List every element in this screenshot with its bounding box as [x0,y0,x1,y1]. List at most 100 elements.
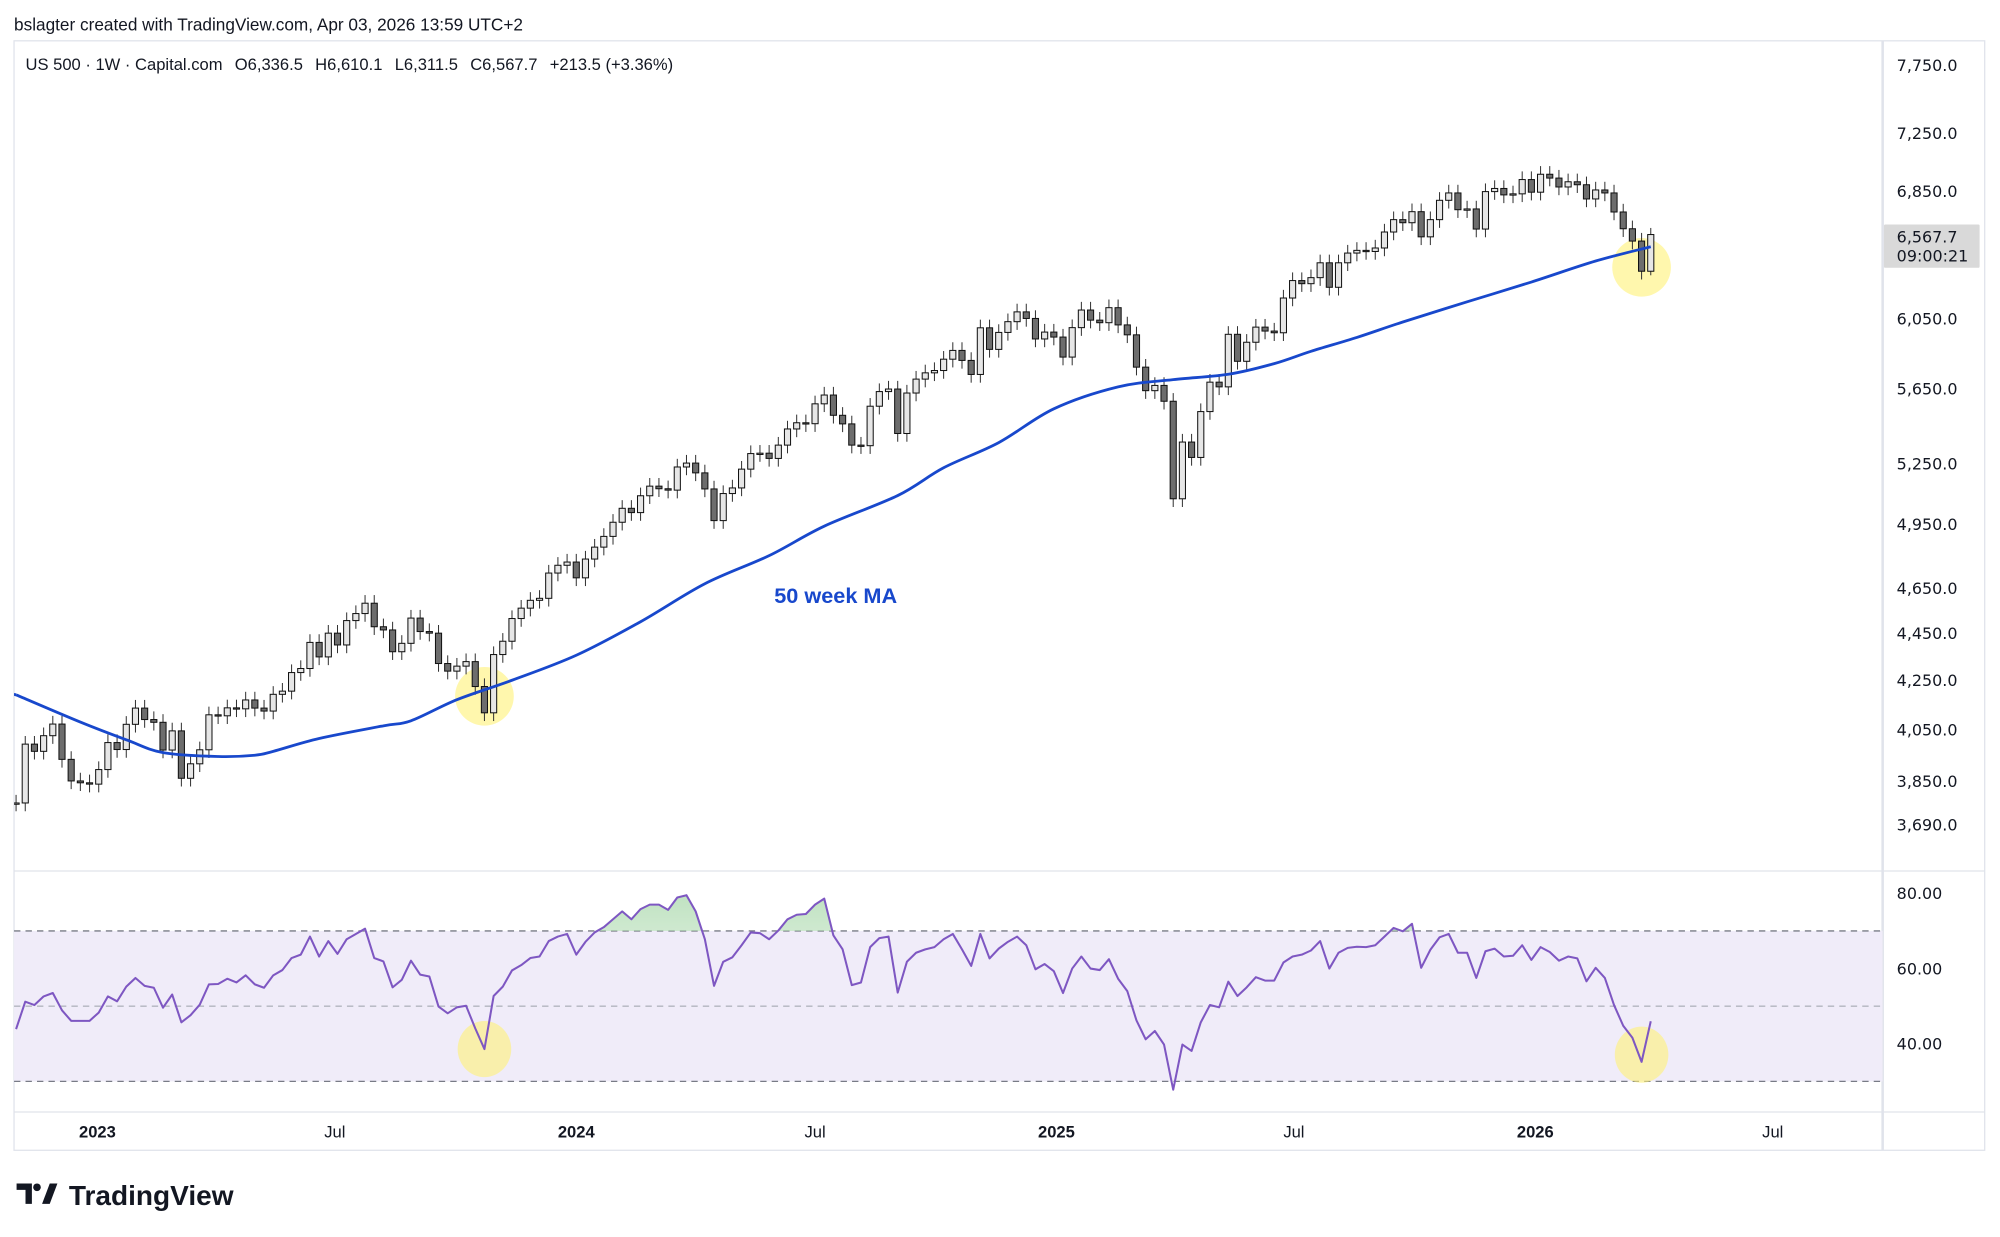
candle[interactable] [1371,239,1379,260]
candle[interactable] [1096,311,1104,331]
candle[interactable] [379,618,387,639]
candle[interactable] [857,436,865,454]
candle[interactable] [756,445,764,462]
candle[interactable] [1188,433,1196,466]
candle[interactable] [627,500,635,521]
candle[interactable] [1344,244,1352,272]
candle[interactable] [1031,310,1040,348]
candle[interactable] [205,706,213,759]
candle[interactable] [912,370,920,402]
candle[interactable] [600,528,608,556]
candle[interactable] [1316,254,1324,286]
candle[interactable] [425,623,433,642]
candle[interactable] [434,624,443,672]
candle[interactable] [1013,303,1021,330]
candle[interactable] [1077,301,1085,336]
candle[interactable] [1270,322,1278,341]
candle[interactable] [1325,254,1333,296]
candle[interactable] [802,414,810,432]
ma50-line[interactable] [15,245,1652,759]
candle[interactable] [251,691,259,717]
candle[interactable] [1298,272,1306,292]
candle[interactable] [1178,433,1186,508]
candle[interactable] [884,380,893,400]
candle[interactable] [1197,403,1205,466]
candle[interactable] [49,715,57,744]
candle[interactable] [554,557,562,582]
candle[interactable] [1041,323,1049,348]
candle[interactable] [646,477,654,504]
candle[interactable] [462,653,470,675]
time-axis[interactable]: 2023 Jul 2024 Jul 2025 Jul 2026 Jul [79,1123,1783,1142]
candle[interactable] [1619,203,1627,237]
candle[interactable] [1546,166,1554,187]
candle[interactable] [1132,326,1141,376]
candle[interactable] [545,564,553,607]
candle[interactable] [1068,319,1076,366]
candle[interactable] [1289,272,1297,307]
candle[interactable] [958,342,966,369]
candle[interactable] [223,699,231,725]
tradingview-logo[interactable]: TradingView [16,1180,234,1211]
candle[interactable] [480,678,489,722]
price-pane[interactable]: 50 week MA [0,166,1671,812]
candle[interactable] [829,386,837,424]
candle[interactable] [122,716,130,758]
candle[interactable] [453,657,461,680]
candle[interactable] [242,691,250,718]
candle[interactable] [1169,393,1177,508]
candle[interactable] [232,699,241,718]
candle[interactable] [976,319,984,383]
candle[interactable] [1445,184,1453,209]
candle[interactable] [710,480,718,529]
candle[interactable] [728,479,736,502]
candle[interactable] [866,398,874,454]
candle[interactable] [591,538,599,568]
candle[interactable] [1307,269,1315,292]
candle[interactable] [875,383,883,415]
candle[interactable] [21,735,29,812]
candle[interactable] [1380,223,1389,257]
candle[interactable] [903,384,911,442]
candle[interactable] [40,727,48,760]
candle[interactable] [76,772,84,792]
candle[interactable] [609,514,617,545]
candle[interactable] [701,464,709,498]
candle[interactable] [1536,166,1545,201]
candle[interactable] [288,664,296,700]
candle[interactable] [389,621,397,660]
candle[interactable] [581,550,590,587]
candle[interactable] [95,761,103,793]
candle[interactable] [1114,299,1122,334]
candle[interactable] [921,364,929,388]
candle[interactable] [682,454,691,476]
candle[interactable] [1435,192,1444,228]
candle[interactable] [1233,326,1242,370]
candle[interactable] [1592,181,1600,208]
candle[interactable] [1500,180,1508,204]
candle[interactable] [894,380,902,442]
candle[interactable] [1555,169,1563,196]
candle[interactable] [260,699,268,720]
candle[interactable] [783,420,792,454]
candle[interactable] [1399,211,1407,231]
candle[interactable] [747,445,755,478]
candle[interactable] [572,553,580,587]
candle[interactable] [58,715,66,768]
candle[interactable] [1105,299,1113,331]
candle[interactable] [352,605,360,629]
candle[interactable] [315,634,323,666]
candle[interactable] [995,324,1003,358]
candle[interactable] [1243,334,1251,370]
candle[interactable] [1142,358,1150,399]
candle[interactable] [1463,200,1471,218]
candle[interactable] [186,755,195,787]
candle[interactable] [1426,211,1434,246]
candle[interactable] [306,634,314,677]
rsi-axis[interactable]: 80.00 60.00 40.00 [1897,884,1943,1053]
candle[interactable] [1160,377,1168,410]
candle[interactable] [664,480,672,499]
candle[interactable] [1390,211,1398,241]
candle[interactable] [490,646,498,722]
